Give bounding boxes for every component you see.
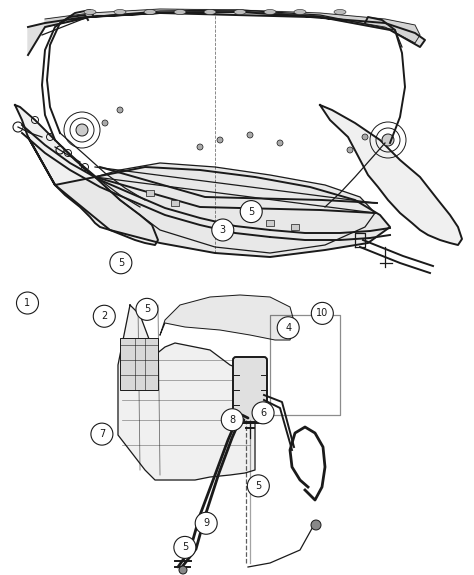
Text: 7: 7 (99, 429, 105, 439)
Circle shape (311, 520, 321, 530)
Circle shape (197, 144, 203, 150)
Text: 10: 10 (316, 308, 328, 319)
Text: 6: 6 (260, 408, 266, 418)
Text: 5: 5 (255, 481, 262, 491)
Ellipse shape (144, 10, 156, 14)
Polygon shape (160, 295, 295, 340)
Circle shape (91, 423, 113, 445)
Ellipse shape (334, 10, 346, 14)
Circle shape (247, 132, 253, 138)
Ellipse shape (264, 10, 276, 14)
Circle shape (17, 292, 38, 314)
Circle shape (102, 120, 108, 126)
Text: 5: 5 (248, 206, 255, 217)
Bar (266, 220, 274, 226)
Text: 2: 2 (101, 311, 108, 321)
Text: 5: 5 (118, 258, 124, 268)
Circle shape (362, 134, 368, 140)
Circle shape (221, 409, 243, 431)
Text: 5: 5 (182, 542, 188, 553)
Circle shape (247, 475, 269, 497)
Polygon shape (118, 305, 255, 480)
Circle shape (195, 512, 217, 534)
Text: 8: 8 (229, 415, 235, 425)
Circle shape (240, 201, 262, 223)
Circle shape (347, 147, 353, 153)
Ellipse shape (294, 10, 306, 14)
Polygon shape (320, 105, 462, 245)
Circle shape (212, 219, 234, 241)
Circle shape (174, 536, 196, 558)
Polygon shape (80, 163, 375, 253)
Circle shape (311, 302, 333, 324)
Polygon shape (45, 9, 420, 43)
Text: 3: 3 (220, 225, 226, 235)
Ellipse shape (114, 10, 126, 14)
Bar (171, 200, 179, 206)
Circle shape (179, 566, 187, 574)
Circle shape (110, 252, 132, 274)
Ellipse shape (174, 10, 186, 14)
Ellipse shape (204, 10, 216, 14)
Circle shape (136, 298, 158, 320)
Text: 5: 5 (144, 304, 150, 315)
Polygon shape (15, 105, 158, 245)
Circle shape (117, 107, 123, 113)
FancyBboxPatch shape (120, 338, 158, 390)
Polygon shape (28, 137, 390, 257)
Circle shape (277, 317, 299, 339)
Text: 9: 9 (203, 518, 209, 528)
Ellipse shape (234, 10, 246, 14)
FancyBboxPatch shape (233, 357, 267, 423)
Circle shape (217, 137, 223, 143)
Bar (291, 224, 299, 230)
Circle shape (252, 402, 274, 424)
Bar (146, 190, 154, 196)
Circle shape (76, 124, 88, 136)
Ellipse shape (84, 10, 96, 14)
Text: 1: 1 (25, 298, 30, 308)
Circle shape (382, 134, 394, 146)
Polygon shape (28, 12, 425, 55)
Text: 4: 4 (285, 323, 291, 333)
Circle shape (93, 305, 115, 327)
Circle shape (277, 140, 283, 146)
